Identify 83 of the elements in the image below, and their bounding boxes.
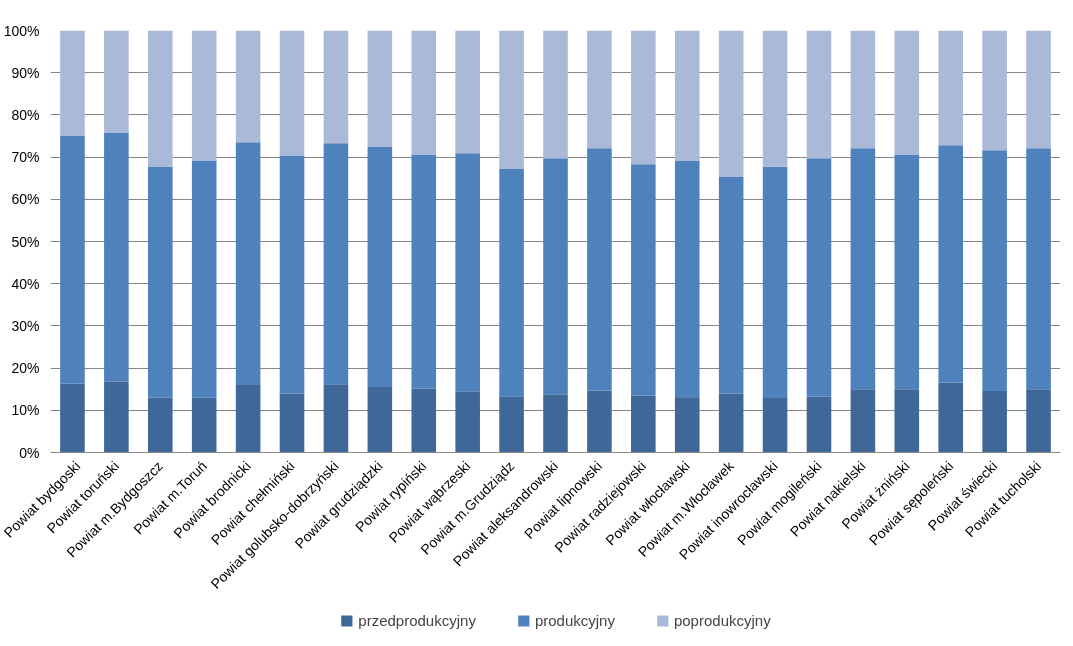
y-tick-label: 70%: [11, 149, 40, 166]
bar: [323, 143, 349, 385]
bar: [367, 146, 393, 388]
bar: [499, 30, 524, 169]
bar: [279, 30, 305, 156]
bar: [806, 30, 832, 159]
bar: [455, 153, 480, 392]
bar: [411, 388, 437, 453]
y-tick-label: 10%: [11, 402, 40, 419]
bar: [1026, 389, 1051, 453]
bar: [235, 142, 261, 385]
bar: [631, 164, 656, 396]
y-tick-label: 90%: [11, 64, 40, 81]
bar: [674, 160, 700, 399]
bar: [279, 155, 305, 394]
bar: [411, 30, 437, 155]
y-tick-label: 20%: [11, 360, 40, 377]
bar: [982, 30, 1007, 151]
bar: [147, 166, 173, 398]
bar: [147, 397, 173, 453]
bar: [147, 30, 173, 167]
y-tick-label: 0%: [19, 444, 40, 461]
bar: [543, 158, 568, 395]
bar: [982, 150, 1007, 391]
bar: [235, 384, 261, 453]
bar: [806, 396, 832, 453]
bar: [718, 30, 744, 177]
legend-label: poprodukcyjny: [673, 611, 771, 629]
bar: [455, 391, 480, 453]
bar: [894, 389, 920, 453]
legend-label: przedprodukcyjny: [358, 611, 476, 629]
bar: [806, 158, 832, 397]
bar: [631, 30, 656, 165]
bar: [279, 393, 305, 453]
bar: [104, 30, 129, 134]
bar: [60, 135, 85, 384]
y-tick-label: 40%: [11, 275, 40, 292]
bar: [718, 176, 744, 394]
bar: [543, 30, 568, 159]
legend-label: produkcyjny: [534, 611, 615, 629]
bar: [674, 398, 700, 453]
bar: [191, 160, 217, 398]
bar: [60, 30, 85, 136]
bar: [894, 154, 920, 390]
bar: [235, 30, 261, 143]
bar: [367, 387, 393, 453]
y-tick-label: 30%: [11, 317, 40, 334]
bar: [938, 382, 964, 453]
y-tick-label: 50%: [11, 233, 40, 250]
bar: [104, 133, 129, 382]
bar: [499, 168, 524, 397]
bar: [894, 30, 920, 155]
bar: [718, 393, 744, 453]
bar: [631, 395, 656, 453]
bar: [938, 145, 964, 383]
bar: [762, 166, 788, 399]
bar: [1026, 30, 1051, 149]
bar: [191, 397, 217, 453]
bar: [323, 30, 349, 144]
bar: [191, 30, 217, 161]
bar: [543, 394, 568, 453]
bar: [367, 30, 393, 147]
bar: [762, 398, 788, 453]
bar: [674, 30, 700, 161]
bar: [850, 389, 876, 453]
y-tick-label: 80%: [11, 106, 40, 123]
bar: [411, 154, 437, 389]
bar: [762, 30, 788, 167]
y-tick-label: 60%: [11, 191, 40, 208]
bar: [60, 383, 85, 453]
bar: [850, 148, 876, 390]
bar: [1026, 148, 1051, 390]
bar: [587, 390, 612, 453]
bar: [938, 30, 964, 146]
bar: [323, 384, 349, 453]
bar: [499, 396, 524, 453]
y-tick-label: 100%: [3, 22, 40, 39]
bar: [982, 390, 1007, 453]
bar: [455, 30, 480, 154]
bar: [587, 148, 612, 391]
bar: [587, 30, 612, 149]
bar: [850, 30, 876, 149]
bar: [104, 381, 129, 453]
